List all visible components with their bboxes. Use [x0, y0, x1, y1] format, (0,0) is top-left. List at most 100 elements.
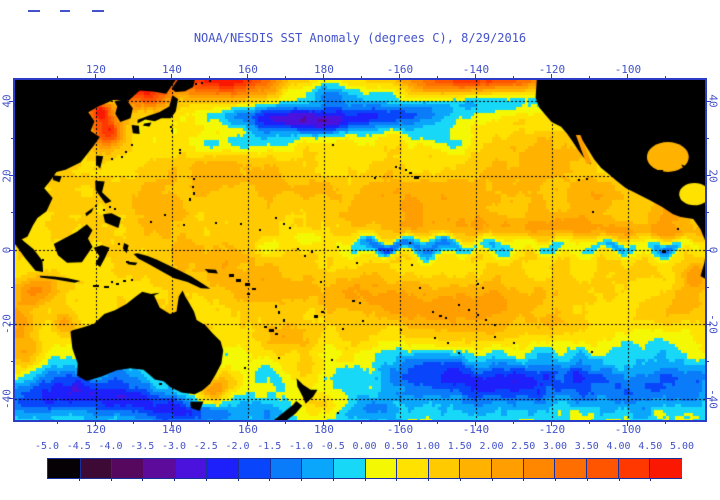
lon-tick-label-bottom: 120 [86, 423, 106, 436]
lon-minor-tick-top [285, 76, 287, 78]
lon-tick-label-top: 120 [86, 63, 106, 76]
colorbar-tick-stub [396, 479, 398, 481]
lat-tick-right [707, 175, 711, 177]
colorbar-boundary-label: -4.0 [98, 441, 123, 452]
colorbar-segment [301, 459, 334, 478]
colorbar-tick-stub [142, 479, 144, 481]
pacific-sst-anomaly-map [15, 80, 705, 420]
lon-tick-label-top: 140 [162, 63, 182, 76]
lon-minor-tick-top [209, 76, 211, 78]
colorbar-segment [459, 459, 493, 478]
colorbar-segment [111, 459, 144, 478]
lat-minor-tick-right [707, 361, 709, 363]
lat-tick-left [9, 398, 13, 400]
colorbar-boundary-label: 1.00 [415, 441, 441, 452]
lon-minor-tick-bottom [57, 422, 59, 424]
colorbar-boundary-label: -3.5 [130, 441, 155, 452]
lon-minor-tick-bottom [361, 422, 363, 424]
colorbar-tick-stub [301, 479, 302, 481]
lat-tick-left [9, 175, 13, 177]
lat-tick-right [707, 323, 711, 325]
colorbar-tick-stub [618, 479, 620, 481]
lon-minor-tick-top [513, 76, 515, 78]
lon-minor-tick-top [437, 76, 439, 78]
colorbar-segment [427, 459, 461, 478]
colorbar-tick-stub [428, 479, 429, 481]
lon-tick-label-bottom: -120 [538, 423, 566, 436]
map-frame [13, 78, 707, 422]
colorbar-tick-stub [205, 479, 207, 481]
colorbar-boundary-label: -2.0 [225, 441, 250, 452]
lon-minor-tick-bottom [285, 422, 287, 424]
colorbar-segment [554, 459, 588, 478]
lon-tick-label-bottom: -100 [614, 423, 642, 436]
lon-tick-bottom [171, 422, 173, 426]
lon-tick-label-top: -120 [538, 63, 566, 76]
top-left-artifact-mark [60, 10, 70, 12]
colorbar-tick-stub [523, 479, 525, 481]
lon-tick-label-top: 160 [238, 63, 258, 76]
colorbar-boundary-label: 0.50 [384, 441, 409, 452]
lat-tick-right [707, 398, 711, 400]
colorbar-segment [79, 459, 113, 478]
lon-tick-label-bottom: 140 [162, 423, 182, 436]
colorbar-tick-stub [237, 479, 239, 481]
lon-minor-tick-top [589, 76, 591, 78]
colorbar-boundary-label: 4.00 [606, 441, 631, 452]
lat-tick-left [9, 323, 13, 325]
colorbar-boundary-label: 3.50 [574, 441, 599, 452]
colorbar-boundary-label: 4.50 [638, 441, 663, 452]
lat-minor-tick-left [11, 137, 13, 139]
lon-tick-bottom [627, 422, 629, 426]
colorbar-boundary-label: 1.50 [447, 441, 472, 452]
lon-tick-top [399, 74, 401, 78]
lon-tick-bottom [551, 422, 553, 426]
colorbar-tick-stub [78, 479, 80, 481]
colorbar-segment [396, 459, 429, 478]
colorbar-tick-stub [364, 479, 366, 481]
colorbar-segment [364, 459, 398, 478]
lon-minor-tick-bottom [589, 422, 591, 424]
lat-minor-tick-right [707, 212, 709, 214]
page-title: NOAA/NESDIS SST Anomaly (degrees C), 8/2… [193, 31, 527, 45]
lon-minor-tick-top [665, 76, 667, 78]
lon-tick-label-top: 180 [314, 63, 334, 76]
colorbar-boundary-label: -0.5 [320, 441, 345, 452]
lat-tick-right [707, 249, 711, 251]
lon-tick-bottom [247, 422, 249, 426]
colorbar-tick-stub [459, 479, 461, 481]
lon-tick-label-top: -100 [614, 63, 642, 76]
colorbar-boundary-label: 0.00 [352, 441, 377, 452]
lon-tick-label-bottom: 160 [238, 423, 258, 436]
colorbar-segment [269, 459, 303, 478]
colorbar-segment [142, 459, 176, 478]
lon-tick-top [247, 74, 249, 78]
lat-minor-tick-right [707, 137, 709, 139]
lon-tick-bottom [95, 422, 97, 426]
colorbar-tick-stub [491, 479, 493, 481]
colorbar-segment [332, 459, 366, 478]
lon-tick-bottom [323, 422, 325, 426]
lon-tick-bottom [475, 422, 477, 426]
colorbar-tick-stub [269, 479, 271, 481]
lat-tick-left [9, 249, 13, 251]
colorbar-tick-stub [174, 479, 175, 481]
colorbar-tick-stub [650, 479, 652, 481]
lon-tick-top [551, 74, 553, 78]
lon-tick-label-bottom: -160 [386, 423, 414, 436]
colorbar-boundary-label: -4.5 [66, 441, 91, 452]
colorbar [47, 458, 682, 479]
lon-minor-tick-bottom [437, 422, 439, 424]
lon-tick-label-bottom: -140 [462, 423, 490, 436]
lon-tick-top [627, 74, 629, 78]
lon-tick-top [95, 74, 97, 78]
colorbar-tick-stub [110, 479, 112, 481]
lat-minor-tick-left [11, 286, 13, 288]
colorbar-boundary-label: -1.0 [288, 441, 314, 452]
colorbar-segment [617, 459, 651, 478]
colorbar-segment [491, 459, 524, 478]
colorbar-boundary-label: -2.5 [193, 441, 218, 452]
lon-tick-label-top: -140 [462, 63, 490, 76]
top-left-artifact-mark [92, 10, 104, 12]
